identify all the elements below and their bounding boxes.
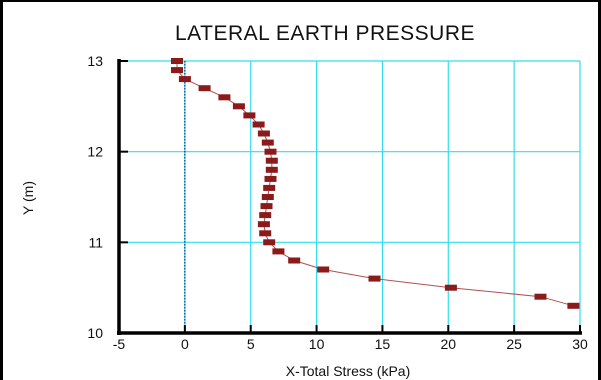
- x-tick-label: -5: [113, 336, 126, 352]
- data-point: [257, 221, 270, 228]
- y-tick-label: 12: [87, 144, 103, 160]
- data-point: [257, 130, 270, 137]
- data-point: [259, 230, 272, 237]
- x-tick-label: 5: [247, 336, 255, 352]
- data-point: [171, 67, 183, 74]
- y-axis-label: Y (m): [20, 181, 36, 215]
- data-point: [264, 148, 277, 155]
- data-point: [534, 293, 547, 300]
- data-point: [264, 175, 277, 182]
- grid: [119, 60, 581, 333]
- data-point: [260, 203, 273, 210]
- x-tick-label: 20: [440, 336, 456, 352]
- data-point: [252, 121, 265, 128]
- data-point: [368, 275, 381, 282]
- data-point: [198, 85, 211, 92]
- tick-labels: -5 0 5 10 15 20 25 30 10 11 12 13: [87, 53, 588, 352]
- data-point: [263, 239, 276, 246]
- axes: [117, 59, 582, 335]
- x-axis-label: X-Total Stress (kPa): [286, 363, 410, 379]
- series-line: [176, 61, 574, 307]
- y-tick-label: 10: [87, 325, 103, 341]
- x-tick-label: 25: [506, 336, 522, 352]
- data-point: [444, 284, 457, 291]
- data-point: [218, 94, 231, 101]
- data-point: [259, 212, 272, 219]
- x-tick-label: 10: [309, 336, 325, 352]
- x-tick-label: 0: [181, 336, 189, 352]
- chart-title: LATERAL EARTH PRESSURE: [175, 22, 475, 45]
- y-tick-label: 13: [87, 53, 103, 69]
- data-point: [265, 166, 278, 173]
- data-point: [317, 266, 330, 273]
- data-point: [265, 157, 278, 164]
- data-point: [263, 184, 276, 191]
- y-tick-label: 11: [88, 234, 103, 250]
- x-tick-label: 15: [375, 336, 391, 352]
- data-point: [243, 112, 256, 119]
- data-point: [288, 257, 301, 264]
- x-tick-label: 30: [572, 336, 588, 352]
- data-point: [567, 302, 580, 309]
- data-point: [171, 58, 183, 64]
- data-point: [232, 103, 245, 110]
- data-point: [261, 194, 274, 200]
- data-point: [178, 76, 191, 83]
- data-point: [272, 248, 285, 255]
- series: [171, 58, 580, 309]
- data-point: [261, 139, 274, 146]
